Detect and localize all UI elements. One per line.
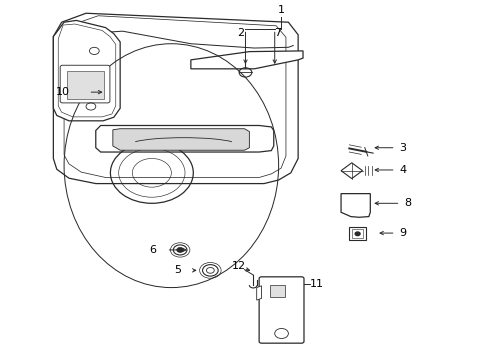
Polygon shape xyxy=(96,126,273,152)
FancyBboxPatch shape xyxy=(270,285,285,297)
Polygon shape xyxy=(256,286,261,300)
Text: 12: 12 xyxy=(231,261,245,271)
Text: 4: 4 xyxy=(399,165,406,175)
Text: 6: 6 xyxy=(149,245,156,255)
Text: 10: 10 xyxy=(56,87,70,97)
Circle shape xyxy=(176,247,183,252)
Text: 7: 7 xyxy=(274,28,281,38)
Circle shape xyxy=(202,265,218,276)
Text: 9: 9 xyxy=(399,228,406,238)
FancyBboxPatch shape xyxy=(60,65,110,103)
Text: 8: 8 xyxy=(404,198,410,208)
Text: 1: 1 xyxy=(277,5,284,15)
Polygon shape xyxy=(53,21,120,121)
Circle shape xyxy=(173,245,186,255)
Polygon shape xyxy=(340,194,369,217)
Text: 11: 11 xyxy=(309,279,324,289)
Text: 5: 5 xyxy=(174,265,181,275)
Polygon shape xyxy=(190,51,303,69)
Text: 3: 3 xyxy=(399,143,406,153)
Polygon shape xyxy=(53,13,298,184)
Text: 2: 2 xyxy=(237,28,244,38)
FancyBboxPatch shape xyxy=(348,227,366,240)
Circle shape xyxy=(354,232,359,235)
Polygon shape xyxy=(113,129,249,150)
FancyBboxPatch shape xyxy=(66,71,103,99)
FancyBboxPatch shape xyxy=(259,277,304,343)
